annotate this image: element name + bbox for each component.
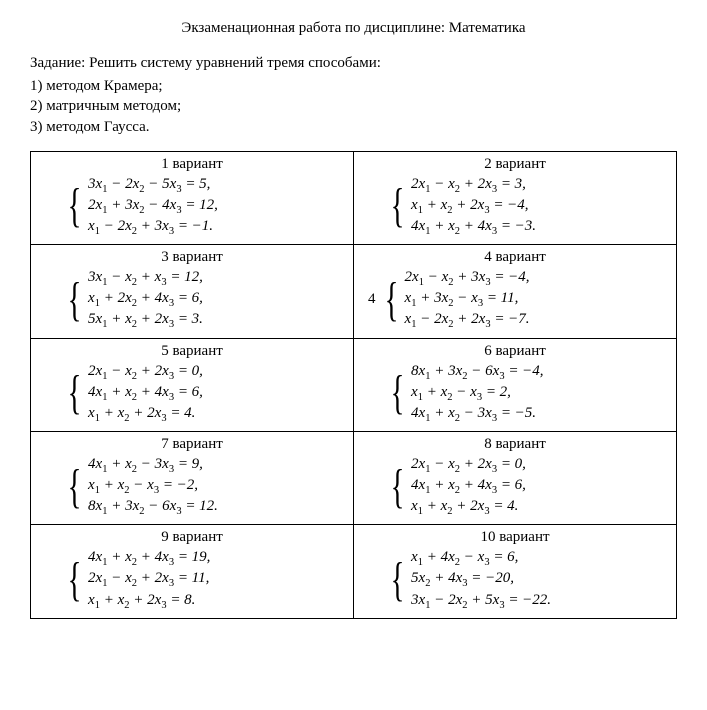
equation-lines: 2x1 − x2 + 2x3 = 0,4x1 + x2 + 4x3 = 6, x… <box>88 362 203 425</box>
variant-cell: 3 вариант {3x1 − x2 + x3 = 12,x1 + 2x2 + … <box>31 245 354 338</box>
equation-line: 3x1 − 2x2 − 5x3 = 5, <box>88 175 218 196</box>
equation-line: x1 + 2x2 + 4x3 = 6, <box>88 289 203 310</box>
equation-lines: 2x1 − x2 + 2x3 = 0,4x1 + x2 + 4x3 = 6, x… <box>411 455 526 518</box>
left-brace-icon: { <box>391 556 405 604</box>
equation-system: {2x1 − x2 + 2x3 = 0,4x1 + x2 + 4x3 = 6, … <box>362 455 668 518</box>
variant-cell: 1 вариант {3x1 − 2x2 − 5x3 = 5,2x1 + 3x2 … <box>31 151 354 244</box>
equation-system: {2x1 − x2 + 2x3 = 0,4x1 + x2 + 4x3 = 6, … <box>39 362 345 425</box>
variant-label: 6 вариант <box>362 343 668 360</box>
variant-label: 10 вариант <box>362 529 668 546</box>
equation-system: { 4x1 + x2 − 3x3 = 9, x1 + x2 − x3 = −2,… <box>39 455 345 518</box>
left-brace-icon: { <box>391 182 405 230</box>
equation-line: 4x1 + x2 + 4x3 = 19, <box>88 548 210 569</box>
system-prefix: 4 <box>368 291 376 308</box>
variant-cell: 7 вариант { 4x1 + x2 − 3x3 = 9, x1 + x2 −… <box>31 431 354 524</box>
equation-line: x1 + x2 + 2x3 = −4, <box>411 196 536 217</box>
equation-system: {2x1 − x2 + 2x3 = 3, x1 + x2 + 2x3 = −4,… <box>362 175 668 238</box>
equation-line: x1 + 3x2 − x3 = 11, <box>405 289 530 310</box>
variant-cell: 10 вариант { x1 + 4x2 − x3 = 6, 5x2 + 4x3… <box>354 525 677 618</box>
equation-system: {4x1 + x2 + 4x3 = 19,2x1 − x2 + 2x3 = 11… <box>39 548 345 611</box>
table-row: 5 вариант {2x1 − x2 + 2x3 = 0,4x1 + x2 + … <box>31 338 677 431</box>
equation-line: 4x1 + x2 − 3x3 = 9, <box>88 455 218 476</box>
variant-label: 9 вариант <box>39 529 345 546</box>
variant-cell: 4 вариант 4 {2x1 − x2 + 3x3 = −4,x1 + 3x2 … <box>354 245 677 338</box>
variant-label: 8 вариант <box>362 436 668 453</box>
variant-label: 1 вариант <box>39 156 345 173</box>
equation-line: 2x1 + 3x2 − 4x3 = 12, <box>88 196 218 217</box>
equation-lines: 3x1 − 2x2 − 5x3 = 5,2x1 + 3x2 − 4x3 = 12… <box>88 175 218 238</box>
table-row: 9 вариант {4x1 + x2 + 4x3 = 19,2x1 − x2 +… <box>31 525 677 618</box>
variant-label: 2 вариант <box>362 156 668 173</box>
equation-system: 4 {2x1 − x2 + 3x3 = −4,x1 + 3x2 − x3 = 11… <box>362 268 668 331</box>
equation-line: 5x2 + 4x3 = −20, <box>411 569 551 590</box>
equation-line: x1 + x2 − x3 = 2, <box>411 383 544 404</box>
equation-line: 8x1 + 3x2 − 6x3 = 12. <box>88 497 218 518</box>
equation-line: 4x1 + x2 + 4x3 = 6, <box>88 383 203 404</box>
page-title: Экзаменационная работа по дисциплине: Ма… <box>30 20 677 37</box>
variant-label: 7 вариант <box>39 436 345 453</box>
equation-lines: 4x1 + x2 − 3x3 = 9, x1 + x2 − x3 = −2,8x… <box>88 455 218 518</box>
equation-lines: 3x1 − x2 + x3 = 12,x1 + 2x2 + 4x3 = 6,5x… <box>88 268 203 331</box>
variant-cell: 2 вариант {2x1 − x2 + 2x3 = 3, x1 + x2 + … <box>354 151 677 244</box>
method-item: 2) матричным методом; <box>30 96 677 116</box>
equation-system: {3x1 − 2x2 − 5x3 = 5,2x1 + 3x2 − 4x3 = 1… <box>39 175 345 238</box>
variant-label: 4 вариант <box>362 249 668 266</box>
method-item: 1) методом Крамера; <box>30 76 677 96</box>
equation-line: 8x1 + 3x2 − 6x3 = −4, <box>411 362 544 383</box>
equation-line: x1 + x2 + 2x3 = 4. <box>411 497 526 518</box>
variant-cell: 9 вариант {4x1 + x2 + 4x3 = 19,2x1 − x2 +… <box>31 525 354 618</box>
equation-line: x1 + x2 + 2x3 = 4. <box>88 404 203 425</box>
variant-cell: 8 вариант {2x1 − x2 + 2x3 = 0,4x1 + x2 + … <box>354 431 677 524</box>
left-brace-icon: { <box>68 369 82 417</box>
variant-cell: 6 вариант {8x1 + 3x2 − 6x3 = −4, x1 + x2 … <box>354 338 677 431</box>
left-brace-icon: { <box>391 369 405 417</box>
left-brace-icon: { <box>68 556 82 604</box>
equation-line: x1 − 2x2 + 3x3 = −1. <box>88 217 218 238</box>
equation-line: 2x1 − x2 + 2x3 = 11, <box>88 569 210 590</box>
variants-table: 1 вариант {3x1 − 2x2 − 5x3 = 5,2x1 + 3x2 … <box>30 151 677 619</box>
equation-line: 4x1 + x2 − 3x3 = −5. <box>411 404 544 425</box>
variant-label: 5 вариант <box>39 343 345 360</box>
table-row: 1 вариант {3x1 − 2x2 − 5x3 = 5,2x1 + 3x2 … <box>31 151 677 244</box>
equation-line: 5x1 + x2 + 2x3 = 3. <box>88 310 203 331</box>
equation-line: 3x1 − x2 + x3 = 12, <box>88 268 203 289</box>
left-brace-icon: { <box>384 276 398 324</box>
equation-lines: 4x1 + x2 + 4x3 = 19,2x1 − x2 + 2x3 = 11,… <box>88 548 210 611</box>
equation-lines: x1 + 4x2 − x3 = 6, 5x2 + 4x3 = −20,3x1 −… <box>411 548 551 611</box>
task-text: Задание: Решить систему уравнений тремя … <box>30 55 677 72</box>
equation-line: 2x1 − x2 + 2x3 = 3, <box>411 175 536 196</box>
equation-line: 4x1 + x2 + 4x3 = −3. <box>411 217 536 238</box>
equation-line: 2x1 − x2 + 3x3 = −4, <box>405 268 530 289</box>
equation-lines: 2x1 − x2 + 3x3 = −4,x1 + 3x2 − x3 = 11,x… <box>405 268 530 331</box>
method-item: 3) методом Гаусса. <box>30 117 677 137</box>
equation-line: x1 + x2 + 2x3 = 8. <box>88 591 210 612</box>
equation-line: 2x1 − x2 + 2x3 = 0, <box>88 362 203 383</box>
equation-line: 2x1 − x2 + 2x3 = 0, <box>411 455 526 476</box>
equation-lines: 2x1 − x2 + 2x3 = 3, x1 + x2 + 2x3 = −4,4… <box>411 175 536 238</box>
equation-system: {8x1 + 3x2 − 6x3 = −4, x1 + x2 − x3 = 2,… <box>362 362 668 425</box>
left-brace-icon: { <box>68 276 82 324</box>
methods-list: 1) методом Крамера; 2) матричным методом… <box>30 76 677 137</box>
table-row: 7 вариант { 4x1 + x2 − 3x3 = 9, x1 + x2 −… <box>31 431 677 524</box>
left-brace-icon: { <box>68 182 82 230</box>
equation-system: { x1 + 4x2 − x3 = 6, 5x2 + 4x3 = −20,3x1… <box>362 548 668 611</box>
equation-line: x1 + 4x2 − x3 = 6, <box>411 548 551 569</box>
left-brace-icon: { <box>391 463 405 511</box>
variant-label: 3 вариант <box>39 249 345 266</box>
equation-system: {3x1 − x2 + x3 = 12,x1 + 2x2 + 4x3 = 6,5… <box>39 268 345 331</box>
equation-lines: 8x1 + 3x2 − 6x3 = −4, x1 + x2 − x3 = 2, … <box>411 362 544 425</box>
equation-line: 4x1 + x2 + 4x3 = 6, <box>411 476 526 497</box>
left-brace-icon: { <box>68 463 82 511</box>
equation-line: 3x1 − 2x2 + 5x3 = −22. <box>411 591 551 612</box>
table-row: 3 вариант {3x1 − x2 + x3 = 12,x1 + 2x2 + … <box>31 245 677 338</box>
equation-line: x1 − 2x2 + 2x3 = −7. <box>405 310 530 331</box>
variant-cell: 5 вариант {2x1 − x2 + 2x3 = 0,4x1 + x2 + … <box>31 338 354 431</box>
equation-line: x1 + x2 − x3 = −2, <box>88 476 218 497</box>
